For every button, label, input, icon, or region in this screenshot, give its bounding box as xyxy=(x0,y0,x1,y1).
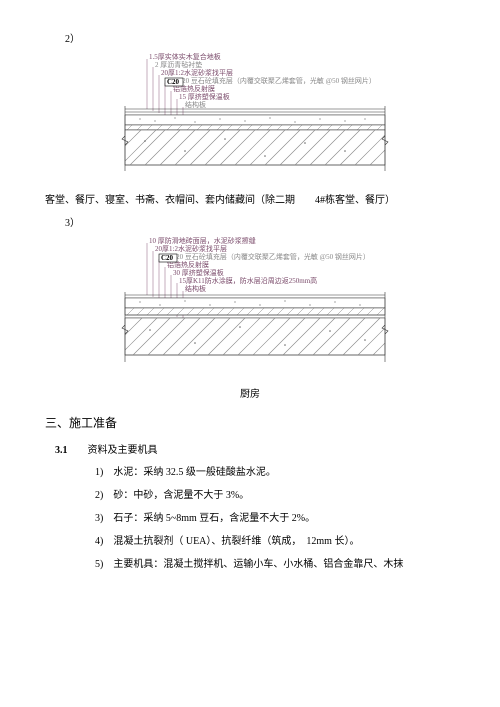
d3-label-1: 20厚1:2水泥砂浆找平层 xyxy=(155,244,227,253)
caption-3: 厨房 xyxy=(45,385,455,400)
list-item: 5) 主要机具：混凝土搅拌机、运输小车、小水桶、铝合金靠尺、木抹 xyxy=(95,558,455,572)
list-text: 石子：采纳 5~8mm 豆石，含泥量不大于 2%。 xyxy=(113,513,315,524)
diagram-3-container: 10 厚防滑地砖面层，水泥砂浆擦缝 20厚1:2水泥砂浆找平层 1.0 C20 … xyxy=(45,235,455,375)
list-text: 主要机具：混凝土搅拌机、运输小车、小水桶、铝合金靠尺、木抹 xyxy=(113,559,403,570)
subsection-title: 资料及主要机具 xyxy=(88,445,158,456)
item-number-3: 3） xyxy=(65,214,455,229)
d2-c20: C20 xyxy=(167,78,180,86)
list-num: 2) xyxy=(95,490,103,501)
caption-2: 客堂、餐厅、寝室、书斋、衣帽间、套内储藏间（除二期 4#栋客堂、餐厅） xyxy=(45,191,455,206)
list-item: 2) 砂：中砂，含泥量不大于 3%。 xyxy=(95,489,455,503)
diagram-3-svg: 10 厚防滑地砖面层，水泥砂浆擦缝 20厚1:2水泥砂浆找平层 1.0 C20 … xyxy=(95,235,405,375)
list-num: 5) xyxy=(95,559,103,570)
d2-label-3: 1.0 C20 豆石砼填充层（内覆交联聚乙烯套管，光敏 @50 钢丝网片） xyxy=(167,76,376,85)
list-text: 混凝土抗裂剂（ UEA）、抗裂纤维（筑成， 12mm 长）。 xyxy=(113,536,359,547)
list-item: 4) 混凝土抗裂剂（ UEA）、抗裂纤维（筑成， 12mm 长）。 xyxy=(95,535,455,549)
list-num: 1) xyxy=(95,467,103,478)
d3-label-0: 10 厚防滑地砖面层，水泥砂浆擦缝 xyxy=(149,236,256,245)
list-num: 3) xyxy=(95,513,103,524)
section-heading: 三、施工准备 xyxy=(45,414,455,431)
d3-label-2: 1.0 C20 豆石砼填充层（内覆交联聚乙烯套管，光敏 @50 钢丝网片） xyxy=(161,252,370,261)
list-text: 砂：中砂，含泥量不大于 3%。 xyxy=(113,490,249,501)
list-item: 3) 石子：采纳 5~8mm 豆石，含泥量不大于 2%。 xyxy=(95,512,455,526)
d3-label-5: 15厚K11防水涂膜，防水层沿周边返250mm高 xyxy=(179,276,317,285)
diagram-2-container: 1.5厚实体实木复合地板 2 厚沥青毡衬垫 20厚1:2水泥砂浆找平层 1.0 … xyxy=(45,51,455,181)
subsection-heading: 3.1 资料及主要机具 xyxy=(55,441,455,456)
diagram-2-svg: 1.5厚实体实木复合地板 2 厚沥青毡衬垫 20厚1:2水泥砂浆找平层 1.0 … xyxy=(95,51,405,181)
list-item: 1) 水泥：采纳 32.5 级一般硅酸盐水泥。 xyxy=(95,466,455,480)
item-number-2: 2） xyxy=(65,30,455,45)
list-num: 4) xyxy=(95,536,103,547)
d3-label-6: 结构板 xyxy=(185,284,206,293)
d2-label-1: 2 厚沥青毡衬垫 xyxy=(155,60,202,69)
subsection-number: 3.1 xyxy=(55,445,68,456)
d2-label-6: 结构板 xyxy=(185,100,206,109)
d2-label-0: 1.5厚实体实木复合地板 xyxy=(149,52,221,61)
section-number: 三、 xyxy=(45,416,69,430)
d2-label-5: 15 厚挤塑保温板 xyxy=(179,92,230,101)
d2-label-2: 20厚1:2水泥砂浆找平层 xyxy=(161,68,233,77)
d3-label-4: 30 厚挤塑保温板 xyxy=(173,268,224,277)
section-title: 施工准备 xyxy=(69,416,117,430)
list-text: 水泥：采纳 32.5 级一般硅酸盐水泥。 xyxy=(113,467,276,478)
d3-c20: C20 xyxy=(161,254,174,262)
